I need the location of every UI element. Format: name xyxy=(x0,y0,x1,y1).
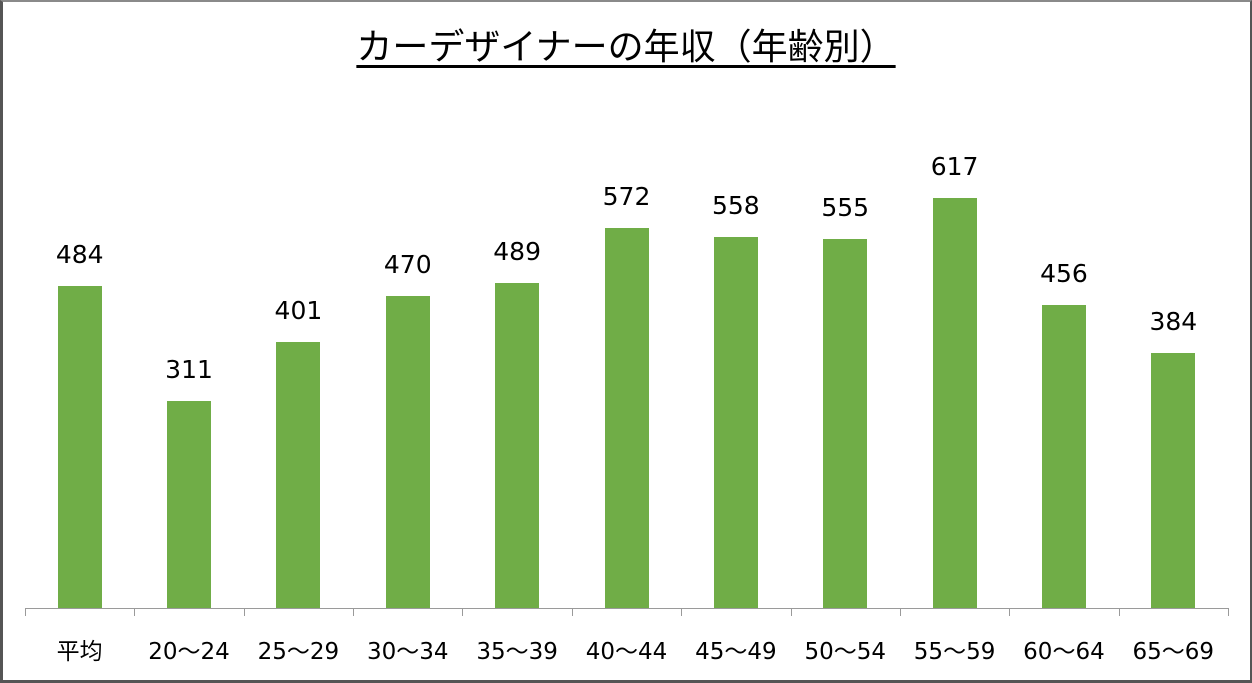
category-label: 65〜69 xyxy=(1132,639,1215,665)
x-tick xyxy=(462,608,464,616)
x-tick xyxy=(25,608,26,616)
x-tick xyxy=(1009,608,1011,616)
category-label: 45〜49 xyxy=(695,639,777,665)
chart-title: カーデザイナーの年収（年齢別） xyxy=(0,18,1252,70)
x-tick xyxy=(790,608,792,616)
data-label: 489 xyxy=(493,237,541,267)
bar xyxy=(1041,304,1086,608)
category-label: 30〜34 xyxy=(366,639,449,665)
x-tick xyxy=(899,608,901,616)
category-label: 50〜54 xyxy=(804,639,886,665)
x-tick xyxy=(243,608,245,616)
x-axis xyxy=(25,608,1228,609)
category-label: 60〜64 xyxy=(1023,639,1105,665)
bar xyxy=(276,341,321,608)
x-tick xyxy=(681,608,683,616)
x-tick xyxy=(1118,608,1120,616)
category-label: 20〜24 xyxy=(148,639,230,665)
bar xyxy=(495,283,540,608)
bar xyxy=(823,239,868,608)
bar xyxy=(385,295,430,608)
x-tick xyxy=(1228,608,1229,616)
category-label: 平均 xyxy=(56,639,103,665)
chart-title-text: カーデザイナーの年収（年齢別） xyxy=(356,27,896,68)
data-label: 456 xyxy=(1040,258,1088,288)
data-label: 558 xyxy=(712,191,760,221)
data-label: 470 xyxy=(383,249,432,279)
x-tick xyxy=(134,608,136,616)
data-label: 555 xyxy=(821,193,870,223)
bar xyxy=(57,286,102,608)
data-label: 384 xyxy=(1149,306,1198,336)
data-label: 401 xyxy=(274,295,323,325)
category-label: 40〜44 xyxy=(585,639,668,665)
category-label: 35〜39 xyxy=(476,639,558,665)
data-label: 572 xyxy=(602,181,651,211)
data-label: 617 xyxy=(930,152,979,181)
bar xyxy=(604,227,649,608)
bar xyxy=(1151,352,1196,608)
bar xyxy=(713,237,758,608)
bar xyxy=(932,198,977,608)
x-tick xyxy=(353,608,355,616)
x-tick xyxy=(571,608,573,616)
category-label: 55〜59 xyxy=(913,639,996,665)
data-label: 311 xyxy=(165,355,213,385)
category-label: 25〜29 xyxy=(257,639,340,665)
data-label: 484 xyxy=(55,240,104,270)
bar xyxy=(167,401,212,608)
